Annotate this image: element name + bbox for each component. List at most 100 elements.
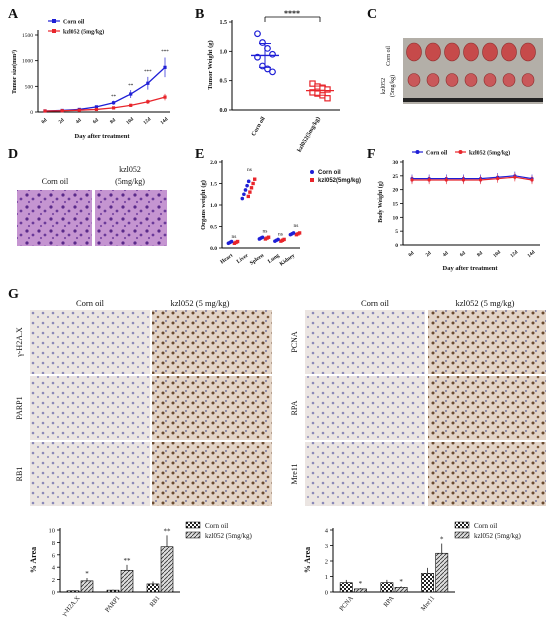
- ns-label-e: ns: [294, 223, 299, 229]
- axis-y-label-b: Tumor Weight (g): [207, 40, 214, 89]
- y-tick-label-f: 15: [393, 202, 399, 208]
- data-point-e: [260, 235, 265, 240]
- ihc-image-kzl: [428, 310, 546, 374]
- data-point-b: [264, 45, 271, 52]
- y-tick-label-f: 10: [393, 215, 399, 221]
- data-point-f: [444, 178, 448, 182]
- y-tick-label-f: 30: [393, 160, 399, 166]
- y-tick-label-g: 4: [52, 565, 56, 572]
- x-tick-label-g: PARP1: [104, 595, 122, 614]
- ns-label-e: ns: [278, 231, 283, 237]
- y-tick-label-a: 1000: [22, 59, 33, 65]
- panel-a-line-chart: Day after treatment Tumor size(mm³) Corn…: [11, 19, 170, 140]
- ihc-image-kzl: [428, 442, 546, 506]
- data-point-e: [291, 231, 296, 235]
- data-point-b: [254, 30, 261, 38]
- legend-f: Corn oil kzl052 (5mg/kg): [412, 150, 510, 157]
- x-tick-label-a: 4d: [75, 118, 82, 125]
- y-tick-label-g: 8: [52, 540, 55, 547]
- legend-kzl-g-left: kzl052 (5mg/kg): [205, 532, 253, 540]
- data-point-e: [266, 235, 271, 239]
- panel-f-body-weight: Day after treatment Body Weight (g) Corn…: [377, 150, 540, 272]
- x-tick-label-g: Mre11: [420, 595, 436, 613]
- y-tick-label-g: 6: [52, 552, 56, 559]
- series-line-f-0: [412, 175, 533, 180]
- data-point-f: [427, 178, 431, 182]
- panel-e-organs: Organs weight (g) Corn oil kzl052(5mg/kg…: [200, 160, 361, 267]
- y-tick-label-b: 0.0: [220, 108, 228, 114]
- data-point-e: [297, 231, 302, 235]
- x-tick-label-f: 4d: [442, 251, 449, 258]
- tumor-corn: [501, 42, 517, 62]
- x-tick-label-f: 6d: [459, 251, 466, 258]
- data-point-a: [129, 103, 133, 107]
- hne-label-kzl-dose: (5mg/kg): [115, 177, 145, 186]
- legend-kzl-g-right: kzl052 (5mg/kg): [474, 532, 522, 540]
- axis-x-label-f: Day after treatment: [443, 265, 499, 272]
- photo-ruler: [403, 98, 543, 102]
- legend-corn-f: Corn oil: [426, 151, 448, 157]
- y-tick-label-g: 0: [325, 590, 328, 597]
- ihc-row-label-left: PARP1: [15, 396, 24, 419]
- axis-y-label-e: Organs weight (g): [200, 180, 207, 230]
- data-point-f: [410, 178, 414, 182]
- data-point-f: [496, 177, 500, 181]
- tumor-corn: [482, 42, 498, 62]
- ihc-image-corn: [30, 376, 150, 440]
- x-tick-label-g: γ-H2A.X: [60, 595, 82, 619]
- y-tick-label-e: 0.0: [210, 246, 217, 252]
- y-tick-label-f: 20: [393, 188, 399, 194]
- ihc-image-corn: [305, 310, 425, 374]
- x-tick-label-f: 14d: [527, 250, 536, 259]
- ns-label-e: ns: [247, 167, 252, 173]
- legend-kzl-f: kzl052 (5mg/kg): [469, 150, 510, 157]
- y-tick-label-e: 0.5: [210, 225, 217, 231]
- sig-label-a: **: [128, 84, 134, 89]
- sig-label-g: *: [85, 570, 89, 578]
- data-point-f: [478, 178, 483, 182]
- sig-label-g: *: [399, 578, 403, 586]
- photo-row-label-kzl-dose: (5mg/kg): [389, 75, 396, 97]
- x-tick-label-a: 14d: [160, 117, 169, 126]
- y-tick-label-a: 500: [25, 84, 34, 90]
- panel-letter-e: E: [195, 147, 204, 162]
- y-tick-label-e: 1.0: [210, 203, 217, 209]
- x-tick-label-e: Heart: [219, 253, 234, 266]
- x-tick-label-b: kzl052(5mg/kg): [296, 116, 322, 154]
- data-point-a: [77, 108, 81, 112]
- panel-c-tumor-photo: Corn oil kzl052 (5mg/kg): [381, 38, 543, 104]
- panel-letter-c: C: [367, 7, 377, 22]
- panel-letter-a: A: [8, 7, 19, 22]
- series-line-a-1: [44, 96, 166, 112]
- axis-y-label-a: Tumor size(mm³): [11, 50, 18, 94]
- x-tick-label-e: Kidney: [279, 253, 297, 268]
- x-tick-label-f: 2d: [425, 251, 432, 258]
- data-point-e: [246, 179, 251, 184]
- ihc-image-kzl: [152, 310, 272, 374]
- ihc-image-kzl: [428, 376, 546, 440]
- bar-kzl: [120, 569, 134, 593]
- photo-row-label-kzl: kzl052: [381, 78, 387, 94]
- data-point-b: [259, 39, 266, 46]
- ihc-image-corn: [30, 310, 150, 374]
- bar-corn: [421, 573, 434, 593]
- x-tick-label-f: 10d: [493, 250, 502, 259]
- legend-corn-g-right: Corn oil: [474, 522, 497, 530]
- x-tick-label-a: 10d: [126, 117, 135, 126]
- data-point-e: [246, 194, 250, 199]
- significance-b: ****: [284, 9, 300, 18]
- legend-corn-g-left: Corn oil: [205, 522, 228, 530]
- panel-letter-g: G: [8, 287, 19, 302]
- legend-corn-a: Corn oil: [63, 20, 85, 26]
- y-tick-label-a: 1500: [22, 33, 33, 39]
- sig-label-g: **: [164, 527, 172, 535]
- data-point-e: [240, 196, 245, 201]
- panel-b-scatter: Tumor Weight (g) **** 0.0 0.5 1.0 1.5 Corn o…: [207, 9, 340, 153]
- panel-letter-b: B: [195, 7, 204, 22]
- x-tick-label-e: Liver: [236, 252, 250, 265]
- y-tick-label-f: 25: [393, 174, 399, 180]
- x-tick-label-a: 2d: [58, 118, 65, 125]
- panel-d-hne: Corn oil kzl052 (5mg/kg): [17, 165, 167, 246]
- axis-y-label-f: Body Weight (g): [377, 181, 384, 223]
